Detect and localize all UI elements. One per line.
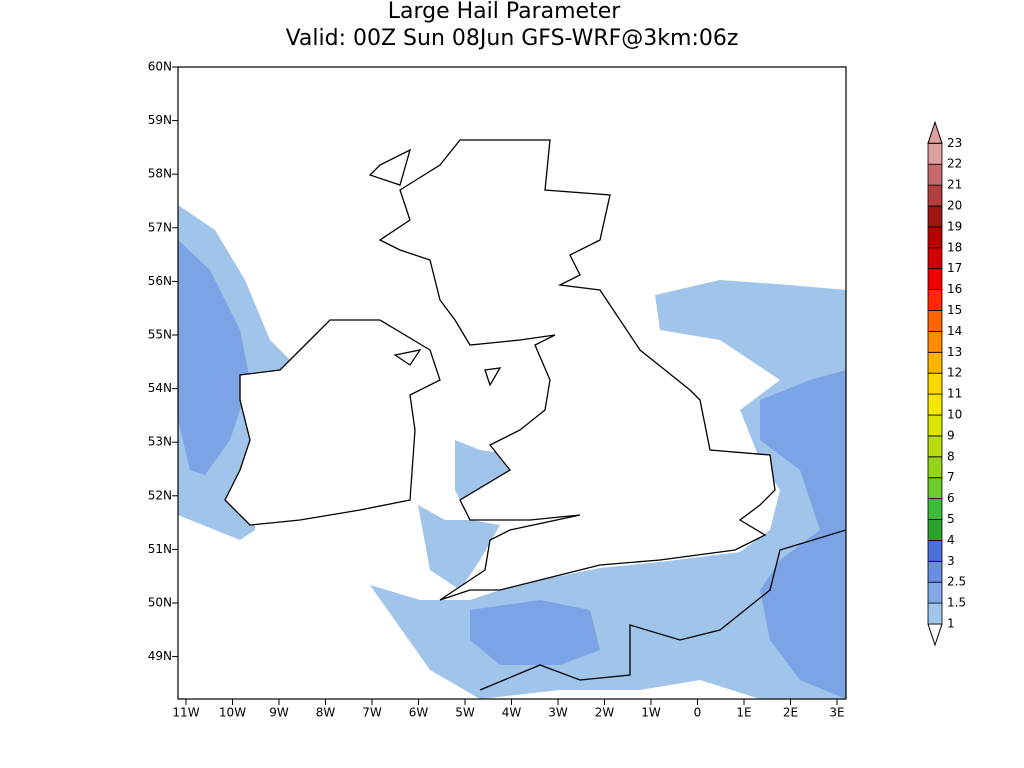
coast [224, 319, 441, 526]
lon-label: 4W [502, 706, 522, 720]
lat-label: 60N [148, 60, 172, 74]
colorbar-label: 4 [947, 533, 955, 547]
lat-label: 53N [148, 435, 172, 449]
lon-label: 7W [362, 706, 382, 720]
colorbar-label: 12 [947, 366, 962, 380]
coast [378, 139, 776, 601]
lon-label: 5W [455, 706, 475, 720]
colorbar-label: 7 [947, 470, 955, 484]
colorbar-label: 21 [947, 178, 962, 192]
colorbar-box [927, 247, 943, 270]
lon-label: 11W [172, 706, 199, 720]
colorbar-box [927, 540, 943, 562]
colorbar-box [927, 414, 943, 437]
colorbar-label: 15 [947, 303, 962, 317]
shade-mid [178, 240, 250, 475]
lat-label: 55N [148, 328, 172, 342]
colorbar-label: 1 [947, 617, 955, 631]
lat-label: 49N [148, 649, 172, 663]
lat-label: 56N [148, 274, 172, 288]
lat-label: 59N [148, 113, 172, 127]
lat-label: 57N [148, 220, 172, 234]
lat-label: 51N [148, 542, 172, 556]
lon-label: 2W [595, 706, 615, 720]
colorbar-label: 20 [947, 199, 962, 213]
colorbar-box [927, 310, 943, 332]
colorbar-box [927, 435, 943, 458]
colorbar-label: 10 [947, 408, 962, 422]
colorbar-box [927, 393, 943, 416]
colorbar-box [927, 268, 943, 291]
colorbar-box [927, 498, 943, 520]
colorbar-box [927, 163, 943, 186]
colorbar-box [927, 289, 943, 311]
lon-label: 0 [694, 706, 702, 720]
lon-label: 3W [548, 706, 568, 720]
colorbar-label: 2.5 [947, 575, 966, 589]
colorbar-box [927, 560, 943, 583]
colorbar-label: 13 [947, 345, 962, 359]
colorbar-box [927, 581, 943, 604]
colorbar-label: 6 [947, 491, 955, 505]
colorbar-label: 18 [947, 240, 962, 254]
colorbar-under [927, 623, 943, 647]
colorbar-box [927, 226, 943, 249]
shade-light [370, 280, 846, 699]
colorbar-box [927, 477, 943, 500]
coast [479, 529, 846, 691]
colorbar-label: 3 [947, 554, 955, 568]
colorbar-label: 8 [947, 449, 955, 463]
colorbar-label: 11 [947, 387, 962, 401]
colorbar-over [927, 120, 943, 144]
colorbar-box [927, 205, 943, 228]
lon-label: 2E [783, 706, 798, 720]
lon-label: 1W [641, 706, 661, 720]
colorbar-box [927, 456, 943, 479]
coast [368, 148, 502, 387]
colorbar-label: 5 [947, 512, 955, 526]
colorbar-label: 14 [947, 324, 962, 338]
shade-light [418, 440, 515, 590]
colorbar-label: 23 [947, 136, 962, 150]
colorbar-box [927, 519, 943, 541]
colorbar-box [927, 184, 943, 207]
lon-label: 8W [316, 706, 336, 720]
lat-label: 58N [148, 167, 172, 181]
colorbar-box [927, 330, 943, 353]
colorbar-box [927, 602, 943, 625]
lon-label: 9W [269, 706, 289, 720]
colorbar-box [927, 372, 943, 395]
lon-label: 6W [409, 706, 429, 720]
lat-label: 54N [148, 381, 172, 395]
lat-label: 52N [148, 488, 172, 502]
lon-label: 1E [736, 706, 751, 720]
colorbar-box [927, 351, 943, 374]
lon-label: 10W [219, 706, 246, 720]
colorbar-label: 9 [947, 428, 955, 442]
lon-label: 3E [829, 706, 844, 720]
colorbar-label: 17 [947, 261, 962, 275]
colorbar-label: 1.5 [947, 596, 966, 610]
title: Large Hail Parameter [388, 0, 622, 24]
colorbar-label: 19 [947, 219, 962, 233]
lat-label: 50N [148, 596, 172, 610]
map [177, 66, 847, 700]
subtitle: Valid: 00Z Sun 08Jun GFS-WRF@3km:06z [286, 26, 739, 51]
colorbar-box [927, 142, 943, 165]
colorbar-label: 16 [947, 282, 962, 296]
colorbar-label: 22 [947, 157, 962, 171]
shade-mid [470, 370, 846, 699]
